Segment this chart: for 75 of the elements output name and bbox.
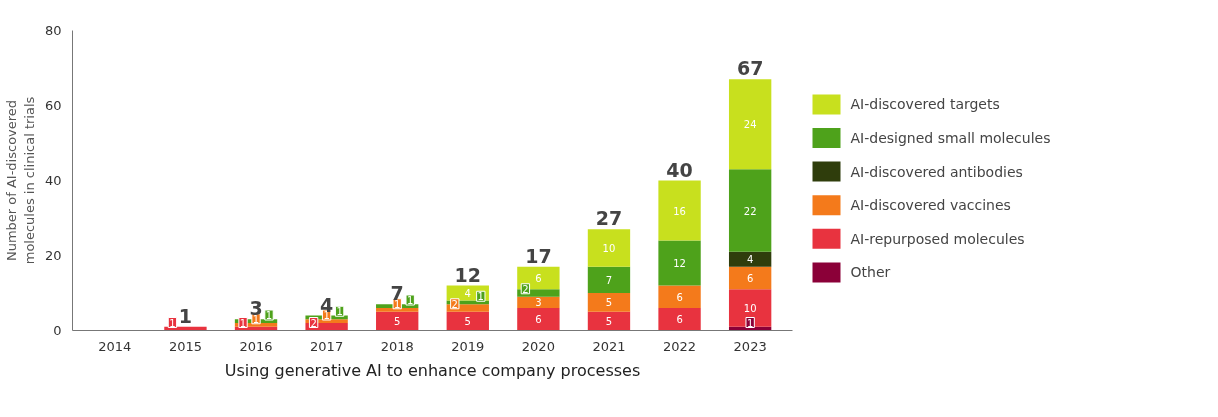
total-label: 1 bbox=[169, 317, 176, 329]
data-label: 6 bbox=[746, 273, 754, 284]
legend-label: AI-repurposed molecules bbox=[850, 230, 1025, 247]
data-label: 6 bbox=[535, 314, 542, 326]
x-tick-label: 2022 bbox=[663, 338, 697, 354]
data-label: 1 bbox=[746, 317, 754, 329]
data-label: 10 bbox=[743, 303, 757, 314]
total-label: 27 bbox=[595, 207, 623, 230]
total-label: 67 bbox=[736, 57, 764, 80]
data-label: 1 bbox=[178, 304, 193, 327]
data-label: 4 bbox=[746, 254, 754, 266]
total-label: 17 bbox=[525, 244, 552, 267]
legend-label: AI-discovered targets bbox=[850, 96, 1000, 113]
bar bbox=[728, 251, 772, 267]
data-label: 24 bbox=[743, 119, 757, 131]
data-label: 12 bbox=[673, 258, 686, 269]
x-tick-label: 2021 bbox=[592, 338, 626, 354]
y-tick-label: 80 bbox=[44, 23, 62, 38]
data-label: 6 bbox=[676, 314, 683, 326]
y-tick-label: 40 bbox=[44, 173, 62, 188]
data-label: 10 bbox=[602, 243, 616, 254]
bar bbox=[658, 240, 701, 286]
data-label: 5 bbox=[394, 316, 401, 328]
data-label: 6 bbox=[676, 291, 683, 303]
data-label: 1 bbox=[407, 295, 414, 306]
data-label: 5 bbox=[464, 316, 471, 328]
data-label: 5 bbox=[605, 297, 613, 309]
data-label: 1 bbox=[336, 306, 343, 318]
x-tick-label: 2023 bbox=[733, 338, 767, 354]
x-tick-label: 2017 bbox=[310, 338, 344, 354]
data-label: 1 bbox=[265, 310, 273, 321]
bar bbox=[658, 285, 701, 308]
bar bbox=[376, 311, 419, 331]
bar bbox=[587, 266, 631, 293]
bar bbox=[446, 311, 489, 331]
bar bbox=[587, 311, 631, 331]
legend-label: Other bbox=[850, 264, 891, 281]
x-tick-label: 2016 bbox=[239, 338, 273, 354]
x-tick-label: 2019 bbox=[451, 338, 485, 354]
data-label: 7 bbox=[605, 274, 613, 286]
data-label: 16 bbox=[673, 205, 686, 217]
bar bbox=[728, 266, 772, 290]
text: Using generative AI to enhance company processes bbox=[224, 360, 641, 380]
legend-label: AI-discovered vaccines bbox=[850, 197, 1011, 214]
legend-label: AI-designed small molecules bbox=[850, 130, 1051, 147]
data-label: 3 bbox=[535, 297, 542, 309]
data-label: 5 bbox=[605, 316, 613, 328]
bar bbox=[587, 229, 631, 267]
total-label: 12 bbox=[454, 263, 482, 286]
data-label: 4 bbox=[464, 288, 471, 299]
bar bbox=[658, 308, 701, 331]
y-tick-label: 60 bbox=[44, 98, 62, 113]
data-label: 2 bbox=[522, 283, 529, 295]
data-label: 2 bbox=[310, 317, 317, 329]
data-label: 1 bbox=[239, 317, 247, 329]
x-tick-label: 2014 bbox=[98, 338, 132, 354]
bar bbox=[587, 293, 631, 312]
data-label: 1 bbox=[477, 291, 484, 303]
y-axis-title: Number of AI-discovered molecules in clinical trials bbox=[3, 96, 37, 265]
data-label: 2 bbox=[451, 298, 458, 310]
bar bbox=[728, 169, 772, 252]
x-tick-label: 2020 bbox=[521, 338, 555, 354]
data-label: 22 bbox=[743, 205, 757, 217]
bar bbox=[728, 289, 772, 327]
bar bbox=[517, 296, 560, 308]
legend-label: AI-discovered antibodies bbox=[850, 163, 1023, 180]
total-label: 40 bbox=[666, 158, 693, 181]
bar bbox=[728, 79, 772, 170]
bar bbox=[517, 308, 560, 331]
y-tick-label: 0 bbox=[53, 323, 62, 338]
data-label: 6 bbox=[535, 273, 542, 284]
x-tick-label: 2018 bbox=[380, 338, 414, 354]
y-tick-label: 20 bbox=[44, 248, 62, 263]
x-tick-label: 2015 bbox=[168, 338, 202, 354]
bar bbox=[658, 180, 701, 241]
